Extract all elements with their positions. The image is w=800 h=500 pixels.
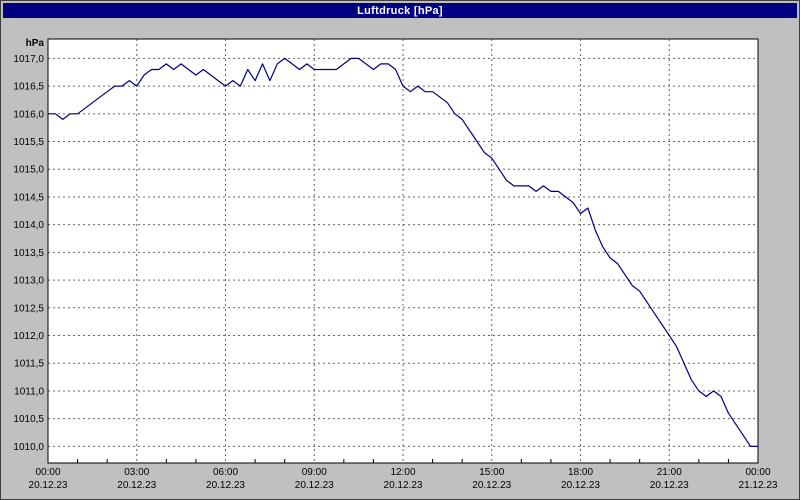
y-tick-label: 1015,0 — [13, 165, 44, 176]
y-tick-label: 1015,5 — [13, 137, 44, 148]
x-tick-date-label: 20.12.23 — [384, 480, 423, 491]
y-tick-label: 1010,0 — [13, 442, 44, 453]
x-tick-time-label: 18:00 — [568, 467, 593, 478]
title-bar: Luftdruck [hPa] — [3, 3, 797, 18]
y-tick-label: 1013,0 — [13, 276, 44, 287]
y-tick-label: 1012,0 — [13, 331, 44, 342]
x-tick-time-label: 00:00 — [35, 467, 60, 478]
y-tick-label: 1017,0 — [13, 54, 44, 65]
y-tick-label: 1012,5 — [13, 303, 44, 314]
x-tick-date-label: 20.12.23 — [295, 480, 334, 491]
x-tick-date-label: 20.12.23 — [472, 480, 511, 491]
x-tick-time-label: 15:00 — [479, 467, 504, 478]
y-tick-label: 1016,5 — [13, 82, 44, 93]
x-tick-time-label: 00:00 — [745, 467, 770, 478]
window-title: Luftdruck [hPa] — [357, 4, 443, 17]
x-tick-date-label: 21.12.23 — [739, 480, 778, 491]
x-tick-date-label: 20.12.23 — [29, 480, 68, 491]
y-tick-label: 1016,0 — [13, 109, 44, 120]
y-tick-label: 1011,0 — [14, 386, 44, 397]
plot-border — [47, 38, 759, 464]
x-tick-time-label: 06:00 — [213, 467, 238, 478]
pressure-line — [47, 57, 759, 447]
x-tick-date-label: 20.12.23 — [206, 480, 245, 491]
x-tick-date-label: 20.12.23 — [561, 480, 600, 491]
x-tick-date-label: 20.12.23 — [650, 480, 689, 491]
y-tick-label: 1014,0 — [13, 220, 44, 231]
y-tick-label: 1011,5 — [14, 359, 44, 370]
y-tick-label: 1014,5 — [13, 192, 44, 203]
x-tick-time-label: 21:00 — [657, 467, 682, 478]
y-axis-unit-label: hPa — [26, 38, 45, 49]
x-tick-time-label: 09:00 — [302, 467, 327, 478]
x-tick-time-label: 12:00 — [390, 467, 415, 478]
y-tick-label: 1013,5 — [13, 248, 44, 259]
x-tick-date-label: 20.12.23 — [117, 480, 156, 491]
y-tick-label: 1010,5 — [13, 414, 44, 425]
x-tick-time-label: 03:00 — [124, 467, 149, 478]
